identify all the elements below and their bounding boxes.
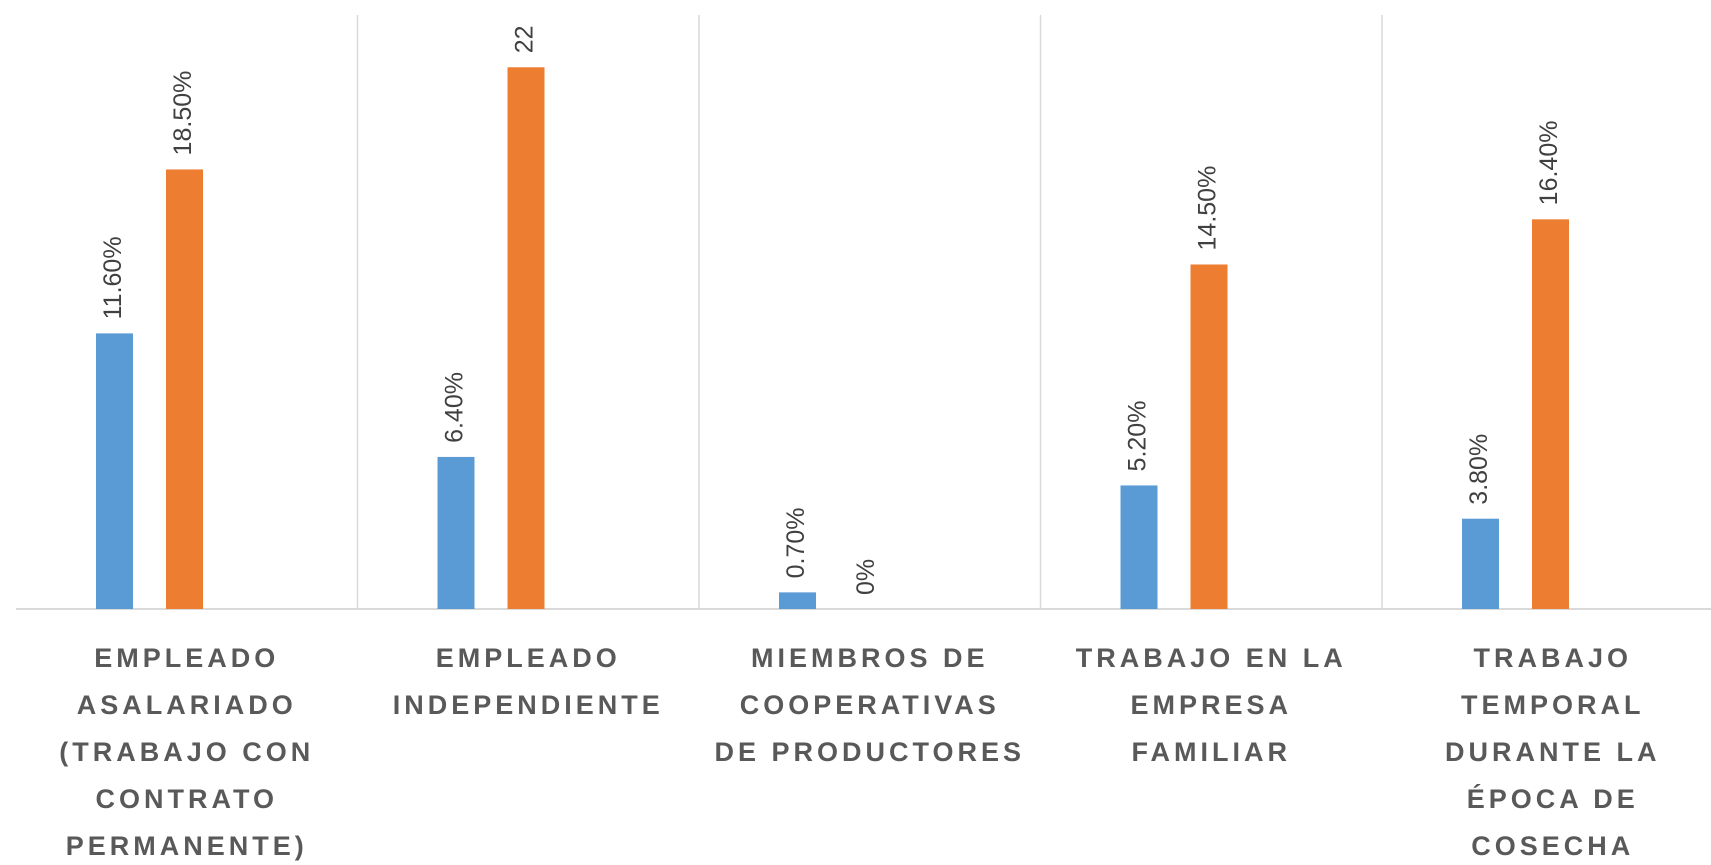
- x-tick-label: DE PRODUCTORES: [714, 737, 1025, 767]
- bar: [96, 333, 133, 609]
- x-tick-label: PERMANENTE): [66, 831, 308, 861]
- x-tick-label: TEMPORAL: [1461, 690, 1645, 720]
- data-label: 3.80%: [1465, 434, 1493, 505]
- bar: [1120, 485, 1158, 609]
- data-label: 11.60%: [99, 236, 127, 319]
- x-tick-label: ASALARIADO: [77, 690, 297, 720]
- data-label: 18.50%: [169, 71, 197, 156]
- bar: [779, 592, 816, 609]
- x-tick-label: COOPERATIVAS: [740, 690, 1000, 720]
- x-tick-label: COSECHA: [1471, 831, 1634, 861]
- bar: [1462, 518, 1499, 609]
- x-tick-label: EMPLEADO: [436, 643, 621, 673]
- x-tick-label: ÉPOCA DE: [1467, 783, 1639, 814]
- x-tick-label: CONTRATO: [96, 784, 279, 814]
- data-label: 16.40%: [1535, 121, 1563, 206]
- x-tick-label: (TRABAJO CON: [59, 737, 314, 767]
- bar: [1190, 264, 1228, 609]
- bar: [437, 456, 475, 609]
- x-tick-label: EMPRESA: [1130, 690, 1292, 720]
- bar: [166, 169, 203, 609]
- bar: [1532, 219, 1569, 609]
- x-tick-label: TRABAJO: [1473, 643, 1632, 673]
- data-label: 14.50%: [1194, 166, 1222, 251]
- x-tick-label: INDEPENDIENTE: [393, 690, 664, 720]
- data-label: 6.40%: [441, 372, 469, 443]
- x-tick-label: MIEMBROS DE: [751, 643, 989, 673]
- x-tick-label: EMPLEADO: [94, 643, 279, 673]
- data-label: 0.70%: [782, 507, 810, 578]
- x-tick-label: TRABAJO EN LA: [1076, 643, 1347, 673]
- data-label: 5.20%: [1124, 401, 1152, 472]
- bar: [507, 67, 545, 610]
- data-label: 22: [511, 25, 539, 53]
- x-tick-label: DURANTE LA: [1445, 737, 1661, 767]
- data-label: 0%: [852, 559, 880, 595]
- x-tick-label: FAMILIAR: [1132, 737, 1292, 767]
